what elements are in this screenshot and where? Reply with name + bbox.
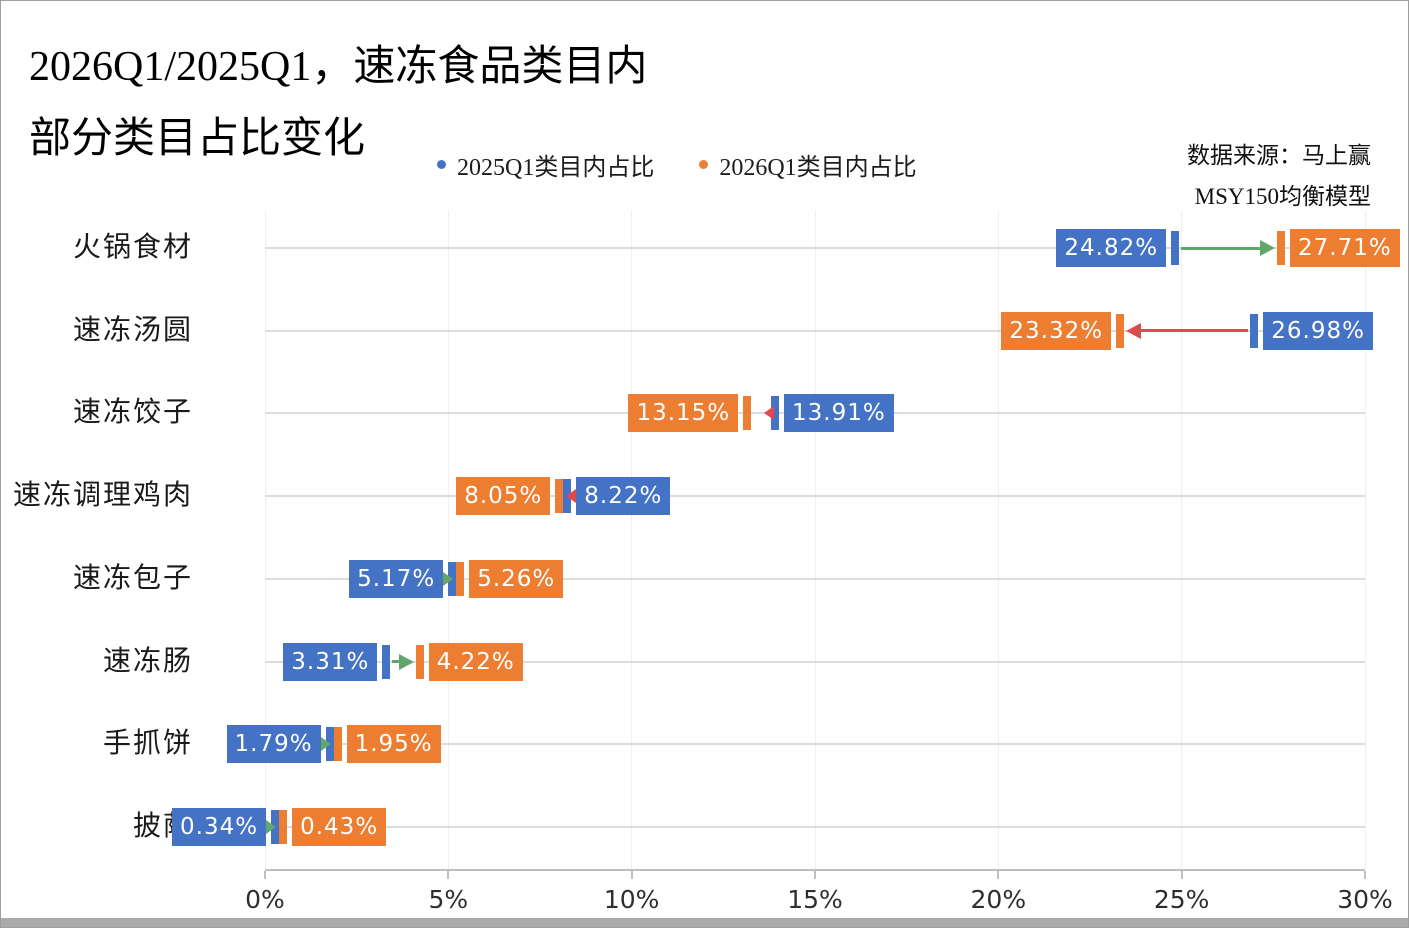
- x-axis-tick-label: 15%: [787, 885, 843, 914]
- legend-item-2025q1: 2025Q1类目内占比: [437, 147, 654, 182]
- row-gridline: [265, 329, 1365, 332]
- change-arrow-head: [398, 653, 414, 670]
- x-axis-tick: [447, 871, 450, 879]
- row-gridline: [265, 825, 1365, 828]
- marker-2026q1: [555, 479, 564, 514]
- category-label: 速冻肠: [102, 645, 193, 677]
- marker-2026q1: [1116, 313, 1125, 348]
- vertical-gridline: [1181, 211, 1183, 869]
- marker-2025q1: [1171, 231, 1180, 265]
- vertical-gridline: [997, 211, 999, 869]
- marker-2026q1: [333, 727, 342, 762]
- value-label-2026q1: 13.15%: [628, 394, 739, 433]
- marker-2025q1: [771, 396, 780, 431]
- marker-2026q1: [1277, 231, 1286, 265]
- chart-title-line2: 部分类目占比变化: [29, 116, 366, 162]
- category-label: 速冻包子: [72, 562, 193, 594]
- category-label: 速冻汤圆: [72, 314, 193, 346]
- category-label: 火锅食材: [72, 232, 193, 263]
- x-axis-tick: [264, 871, 266, 879]
- data-source-line2: MSY150均衡模型: [1194, 184, 1371, 209]
- marker-2026q1: [415, 644, 424, 679]
- row-gridline: [265, 743, 1365, 746]
- change-arrow-head: [1126, 322, 1142, 339]
- legend: 2025Q1类目内占比 2026Q1类目内占比: [437, 147, 917, 182]
- chart-title-line1: 2026Q1/2025Q1，速冻食品类目内: [29, 44, 648, 90]
- x-axis-tick-label: 5%: [428, 885, 469, 914]
- row-gridline: [265, 577, 1365, 580]
- x-axis-tick: [1180, 871, 1183, 879]
- change-arrow-line: [1181, 246, 1261, 250]
- value-label-2025q1: 0.34%: [172, 807, 267, 846]
- vertical-gridline: [631, 211, 633, 869]
- category-label: 速冻饺子: [72, 397, 193, 429]
- value-label-2025q1: 5.17%: [349, 559, 444, 598]
- change-arrow-head: [1260, 240, 1276, 256]
- marker-2025q1: [382, 644, 391, 679]
- bottom-edge-bar: [1, 918, 1408, 927]
- x-axis-line: [265, 869, 1365, 871]
- legend-label-2025q1: 2025Q1类目内占比: [457, 155, 655, 181]
- change-arrow-head: [266, 819, 277, 834]
- vertical-gridline: [264, 211, 266, 869]
- change-arrow-head: [566, 489, 577, 504]
- x-axis-tick-label: 0%: [245, 885, 285, 914]
- category-label: 披萨: [132, 810, 193, 842]
- x-axis-tick: [630, 871, 633, 879]
- value-label-2026q1: 0.43%: [292, 807, 387, 846]
- marker-2026q1: [743, 396, 752, 431]
- value-label-2026q1: 5.26%: [469, 559, 564, 598]
- vertical-gridline: [814, 211, 816, 869]
- marker-2026q1: [456, 561, 465, 596]
- change-arrow-head: [443, 571, 454, 586]
- x-axis-tick-label: 10%: [603, 885, 660, 914]
- x-axis-tick: [997, 871, 1000, 879]
- value-label-2026q1: 8.05%: [456, 477, 551, 516]
- value-label-2026q1: 1.95%: [346, 725, 441, 764]
- change-arrow-head: [320, 737, 331, 752]
- change-arrow-line: [1141, 329, 1249, 333]
- value-label-2026q1: 27.71%: [1290, 229, 1400, 267]
- x-axis-tick: [1364, 871, 1366, 879]
- row-gridline: [265, 247, 1365, 249]
- data-source-note: 数据来源：马上赢 MSY150均衡模型: [1187, 135, 1371, 217]
- legend-dot-2025q1-icon: [437, 160, 446, 169]
- legend-dot-2026q1-icon: [699, 160, 709, 169]
- value-label-2025q1: 24.82%: [1056, 229, 1167, 267]
- row-gridline: [265, 660, 1365, 663]
- marker-2026q1: [279, 809, 288, 844]
- marker-2025q1: [1250, 313, 1259, 348]
- x-axis-tick-label: 20%: [970, 885, 1027, 914]
- chart-title: 2026Q1/2025Q1，速冻食品类目内 部分类目占比变化: [29, 31, 647, 175]
- vertical-gridline: [447, 211, 449, 869]
- value-label-2025q1: 3.31%: [283, 642, 378, 681]
- value-label-2025q1: 1.79%: [226, 725, 321, 764]
- value-label-2025q1: 8.22%: [576, 477, 671, 516]
- legend-label-2026q1: 2026Q1类目内占比: [719, 155, 917, 181]
- vertical-gridline: [1364, 211, 1366, 869]
- x-axis-tick: [814, 871, 816, 879]
- legend-item-2026q1: 2026Q1类目内占比: [699, 147, 917, 182]
- value-label-2025q1: 13.91%: [784, 394, 894, 433]
- value-label-2026q1: 4.22%: [428, 642, 523, 681]
- value-label-2026q1: 23.32%: [1001, 311, 1112, 350]
- x-axis-tick-label: 25%: [1153, 885, 1210, 914]
- x-axis-tick-label: 30%: [1337, 885, 1393, 914]
- value-label-2025q1: 26.98%: [1263, 311, 1373, 350]
- data-source-line1: 数据来源：马上赢: [1187, 143, 1371, 168]
- category-label: 速冻调理鸡肉: [12, 480, 193, 512]
- category-label: 手抓饼: [102, 728, 193, 760]
- row-gridline: [265, 495, 1365, 498]
- change-arrow-head: [764, 406, 775, 421]
- change-arrow-line: [392, 660, 399, 663]
